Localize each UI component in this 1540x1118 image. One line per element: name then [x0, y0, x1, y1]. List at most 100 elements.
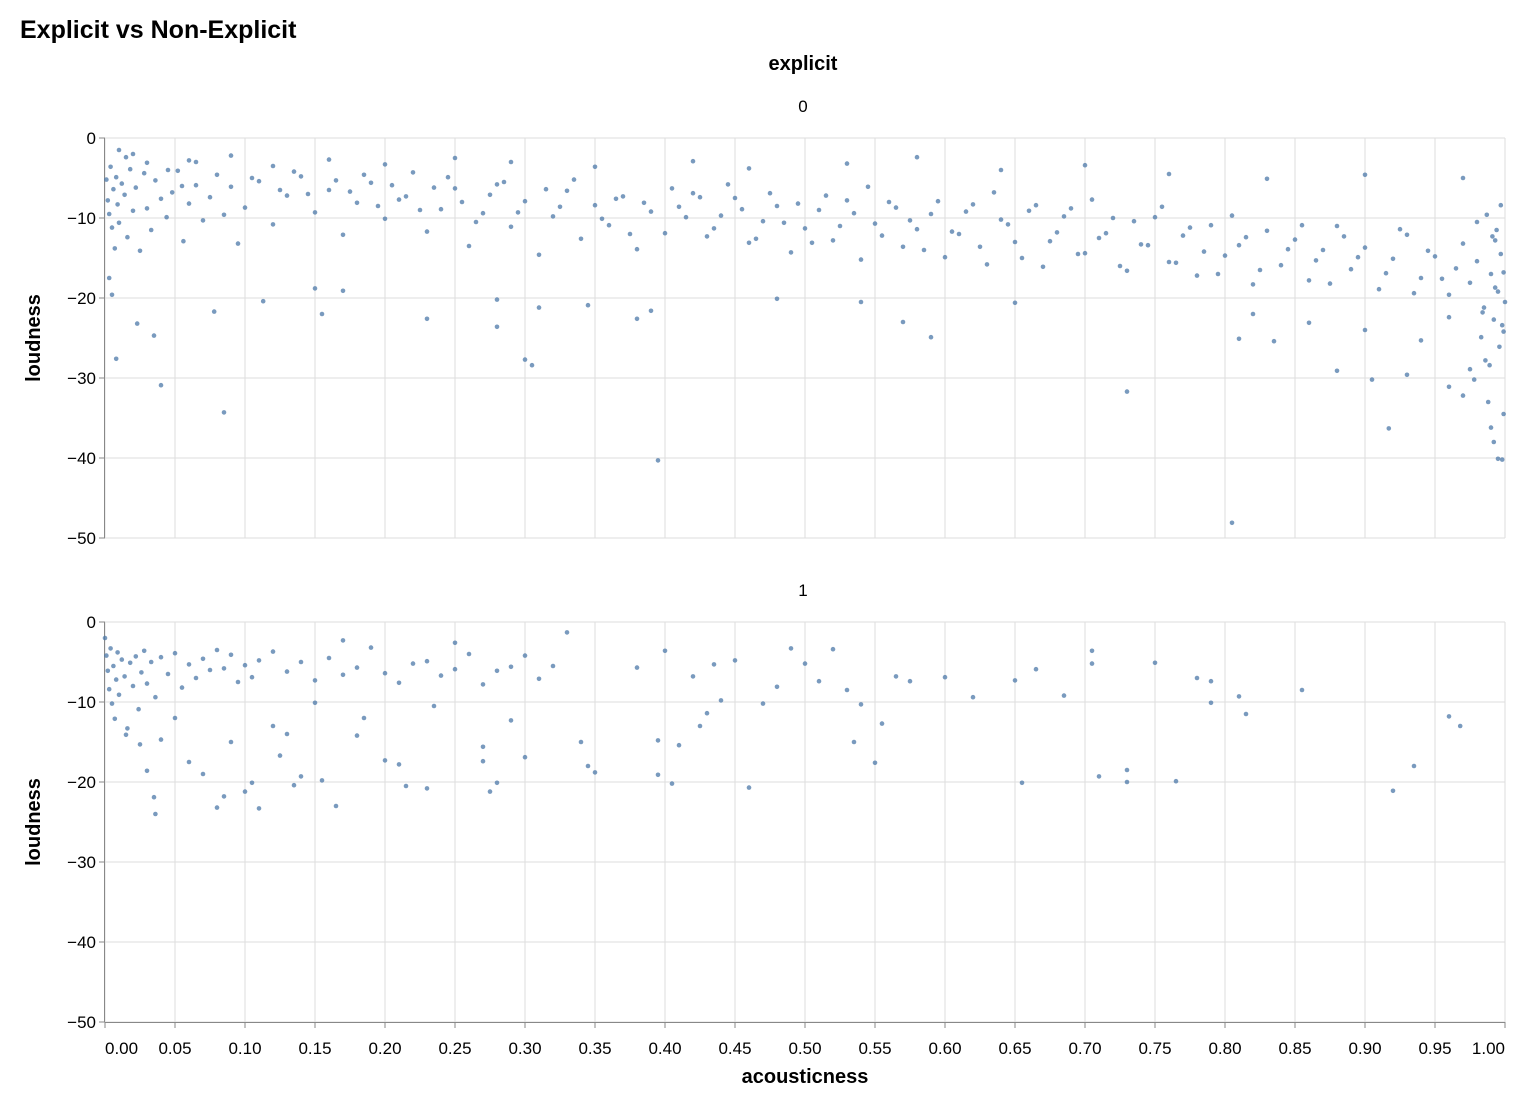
scatter-point: [732, 658, 738, 663]
scatter-point: [151, 333, 157, 338]
x-tick-label: 0.70: [1068, 1039, 1101, 1058]
scatter-point: [1362, 245, 1368, 250]
scatter-point: [1019, 780, 1025, 786]
scatter-point: [774, 203, 780, 209]
scatter-point: [1376, 286, 1382, 292]
scatter-point: [865, 184, 871, 190]
scatter-point: [141, 648, 147, 654]
scatter-point: [753, 236, 759, 242]
scatter-point: [942, 254, 948, 260]
scatter-point: [1019, 255, 1025, 261]
scatter-point: [127, 166, 133, 172]
scatter-point: [221, 410, 227, 415]
scatter-point: [277, 187, 283, 193]
scatter-point: [1243, 711, 1249, 717]
scatter-point: [410, 661, 416, 666]
scatter-point: [1131, 218, 1137, 224]
scatter-point: [144, 681, 150, 686]
scatter-point: [354, 200, 360, 206]
scatter-point: [186, 759, 192, 765]
scatter-point: [998, 167, 1004, 173]
scatter-point: [375, 203, 381, 209]
scatter-point: [1491, 317, 1497, 322]
scatter-point: [690, 674, 696, 679]
scatter-point: [326, 187, 332, 193]
scatter-point: [599, 216, 605, 222]
scatter-point: [249, 175, 255, 181]
scatter-point: [1173, 260, 1179, 266]
scatter-point: [935, 198, 941, 204]
scatter-point: [466, 243, 472, 249]
scatter-point: [487, 192, 493, 198]
scatter-point: [165, 671, 171, 677]
scatter-point: [830, 238, 836, 243]
scatter-point: [508, 664, 514, 670]
scatter-point: [200, 656, 206, 662]
scatter-point: [585, 302, 591, 308]
scatter-point: [942, 674, 948, 680]
scatter-point: [1117, 263, 1123, 269]
scatter-point: [1411, 763, 1417, 769]
scatter-point: [1005, 222, 1011, 227]
scatter-point: [1446, 314, 1452, 320]
scatter-point: [139, 670, 144, 675]
scatter-point: [134, 321, 140, 326]
scatter-point: [396, 197, 402, 202]
scatter-point: [725, 182, 731, 187]
scatter-point: [837, 223, 843, 229]
scatter-point: [1499, 322, 1505, 328]
scatter-point: [522, 754, 528, 760]
scatter-point: [487, 789, 493, 794]
scatter-point: [1054, 230, 1060, 235]
scatter-point: [1061, 693, 1067, 698]
scatter-point: [115, 650, 120, 655]
scatter-point: [1495, 289, 1501, 294]
scatter-point: [634, 316, 640, 322]
scatter-point: [1495, 456, 1501, 462]
scatter-point: [382, 162, 388, 167]
scatter-point: [228, 184, 234, 190]
scatter-point: [1488, 425, 1494, 430]
scatter-point: [305, 191, 311, 197]
scatter-point: [382, 216, 388, 222]
scatter-point: [133, 185, 139, 190]
scatter-point: [851, 739, 857, 745]
scatter-point: [655, 772, 661, 778]
scatter-point: [221, 212, 227, 218]
scatter-point: [1082, 250, 1088, 256]
scatter-point: [172, 715, 178, 721]
scatter-point: [270, 222, 276, 227]
scatter-point: [1124, 779, 1130, 785]
scatter-point: [396, 762, 402, 767]
scatter-point: [1481, 305, 1487, 310]
scatter-point: [1478, 334, 1484, 340]
scatter-point: [634, 246, 640, 252]
scatter-point: [669, 186, 675, 191]
scatter-point: [106, 275, 112, 281]
scatter-point: [508, 224, 514, 230]
scatter-point: [662, 648, 668, 654]
facet-label-0: 0: [798, 97, 807, 116]
scatter-point: [949, 229, 955, 234]
scatter-point: [522, 198, 528, 204]
scatter-point: [181, 238, 186, 244]
scatter-point: [340, 232, 346, 238]
scatter-point: [1498, 202, 1504, 208]
scatter-point: [606, 222, 612, 228]
facet-panel-0: 0 0 −10 −20 −30 −40 −50: [67, 97, 1508, 548]
scatter-point: [676, 204, 682, 210]
scatter-point: [1208, 700, 1214, 706]
scatter-point: [112, 716, 118, 722]
scatter-point: [704, 710, 710, 716]
scatter-point: [113, 677, 119, 682]
scatter-point: [382, 670, 388, 676]
scatter-point: [326, 157, 332, 162]
scatter-point: [564, 630, 570, 635]
scatter-point: [158, 654, 164, 660]
scatter-point: [179, 183, 185, 189]
y-tick-label: −10: [67, 693, 96, 712]
scatter-point: [1383, 270, 1389, 276]
scatter-point: [133, 654, 139, 659]
scatter-point: [235, 241, 241, 246]
scatter-point: [984, 262, 990, 267]
